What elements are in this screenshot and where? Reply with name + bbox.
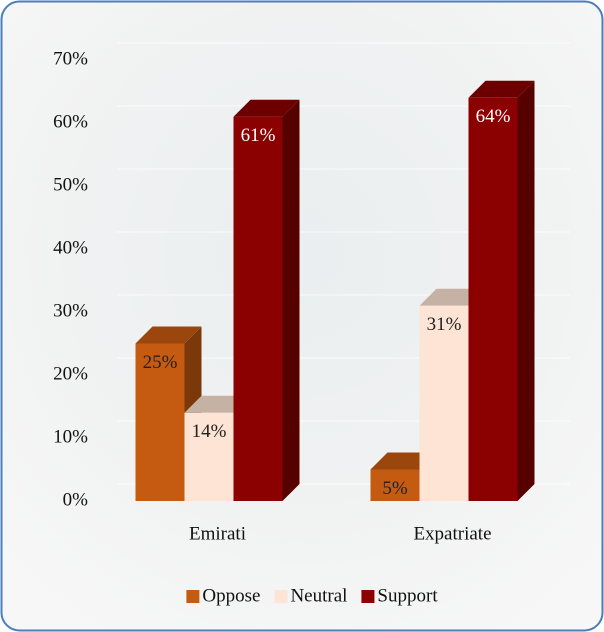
data-label: 64% <box>476 106 511 127</box>
x-tick-label: Expatriate <box>413 523 491 544</box>
bar-top <box>468 80 535 98</box>
bar <box>468 97 518 502</box>
legend-swatch <box>361 590 375 603</box>
bar <box>233 116 283 501</box>
data-label: 31% <box>427 314 462 335</box>
y-tick-label: 30% <box>53 300 88 321</box>
bar <box>135 343 185 501</box>
data-label: 61% <box>241 125 276 146</box>
legend-swatch <box>186 590 200 603</box>
data-label: 5% <box>382 478 408 499</box>
data-label: 25% <box>143 352 178 373</box>
y-tick-label: 40% <box>53 237 88 258</box>
x-tick-label: Emirati <box>189 523 246 544</box>
bar <box>370 469 420 501</box>
legend-swatch <box>274 590 288 603</box>
y-tick-label: 0% <box>63 489 89 510</box>
bar-side <box>517 80 535 502</box>
legend-label: Support <box>377 585 438 606</box>
legend-label: Oppose <box>202 585 260 606</box>
bar-top <box>135 326 202 344</box>
y-tick-label: 70% <box>53 48 88 69</box>
y-tick-label: 10% <box>53 426 88 447</box>
bar-top <box>233 99 300 117</box>
y-tick-label: 20% <box>53 363 88 384</box>
bar-side <box>282 99 300 501</box>
legend-label: Neutral <box>290 585 347 606</box>
data-label: 14% <box>192 421 227 442</box>
y-tick-label: 50% <box>53 174 88 195</box>
y-tick-label: 60% <box>53 111 88 132</box>
bar <box>184 412 234 501</box>
bar <box>419 305 469 501</box>
